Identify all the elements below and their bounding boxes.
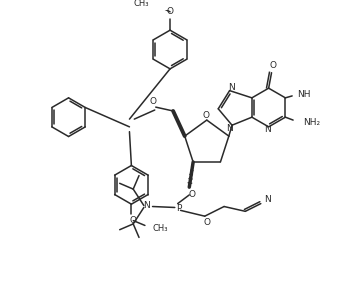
Text: N: N [264,125,271,134]
Text: CH₃: CH₃ [153,224,168,233]
Text: O: O [130,216,137,225]
Text: O: O [203,218,210,227]
Text: CH₃: CH₃ [133,0,149,8]
Text: N: N [226,124,233,133]
Text: O: O [269,62,276,70]
Text: NH₂: NH₂ [303,118,320,126]
Text: O: O [202,111,209,120]
Text: N: N [143,201,150,210]
Text: NH: NH [297,91,310,99]
Text: O: O [189,190,196,200]
Text: P: P [176,204,181,213]
Text: N: N [228,83,235,92]
Text: O: O [149,97,156,106]
Text: N: N [264,195,271,204]
Text: O: O [167,7,174,16]
